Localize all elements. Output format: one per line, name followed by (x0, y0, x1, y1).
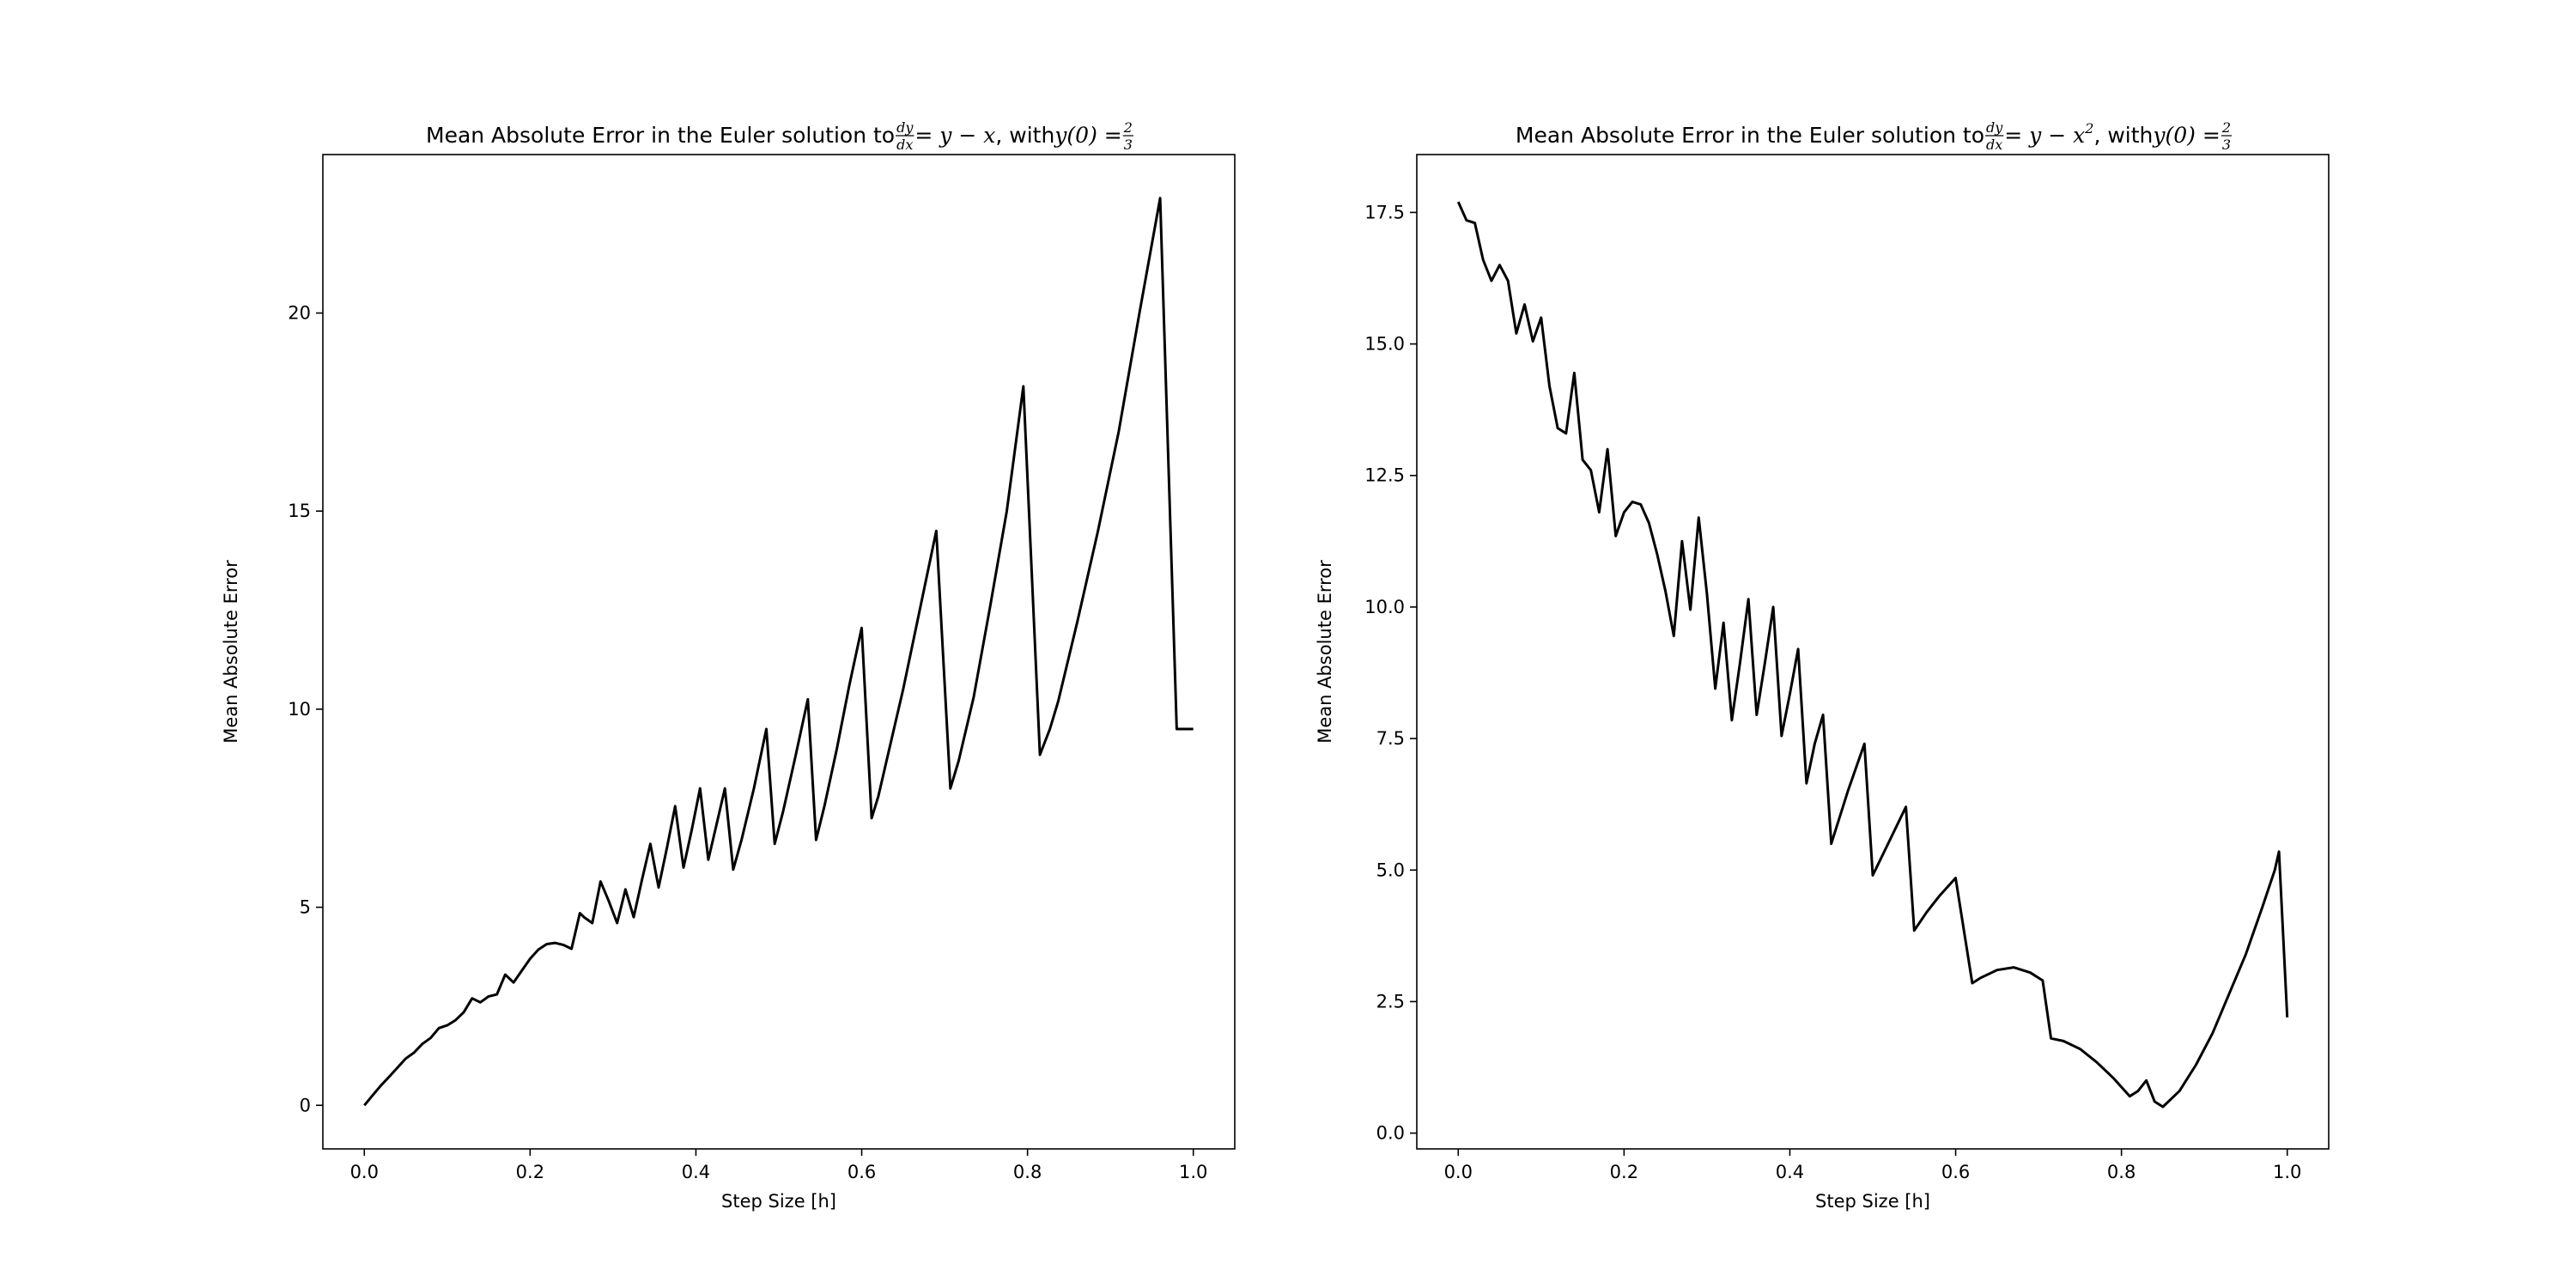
y-tick-label: 5 (300, 897, 311, 918)
title-initial-value: 23 (2221, 119, 2233, 153)
y-tick-label: 15.0 (1364, 334, 1405, 355)
title-initial-value: 23 (1122, 119, 1133, 153)
x-axis-label: Step Size [h] (721, 1191, 836, 1212)
x-tick-label: 0.0 (1444, 1162, 1473, 1182)
y-tick-label: 17.5 (1364, 202, 1405, 222)
title-initial-value-numerator: 2 (1123, 119, 1133, 136)
y-tick-label: 0 (300, 1095, 311, 1115)
series-line-0 (1456, 201, 2289, 1109)
title-initial-value-denominator: 3 (1124, 137, 1133, 153)
title-middle: , with (2093, 123, 2153, 148)
title-derivative-numerator: dy (896, 119, 914, 136)
x-axis-label: Step Size [h] (1815, 1191, 1930, 1212)
plot-frame (1416, 154, 2330, 1150)
title-derivative-numerator: dy (1986, 119, 2003, 136)
x-tick-label: 0.8 (1013, 1162, 1042, 1182)
title-initial-value-denominator: 3 (2222, 137, 2231, 153)
x-tick-label: 0.8 (2107, 1162, 2136, 1182)
title-initial-value-numerator: 2 (2221, 119, 2231, 136)
right-chart: 0.0 0.2 0.4 0.6 0.8 1.0 0.0 2.5 5.0 7.5 10.0 12.5 15… (1315, 119, 2330, 1212)
plot-frame (322, 154, 1236, 1150)
y-tick-label: 0.0 (1376, 1123, 1405, 1144)
chart-title: Mean Absolute Error in the Euler solutio… (1516, 119, 2233, 153)
title-condition: y(0) = (1054, 123, 1121, 148)
y-tick-label: 10 (288, 699, 311, 720)
x-tick-label: 0.0 (350, 1162, 379, 1182)
x-tick-label: 0.4 (1776, 1162, 1804, 1182)
title-equation: = y − x (914, 123, 995, 148)
chart-title: Mean Absolute Error in the Euler solutio… (426, 119, 1133, 153)
title-condition: y(0) = (2152, 123, 2220, 148)
x-tick-label: 0.2 (1610, 1162, 1638, 1182)
x-tick-label: 0.4 (682, 1162, 710, 1182)
y-tick-label: 20 (288, 303, 311, 324)
title-middle: , with (995, 123, 1054, 148)
x-tick-label: 0.6 (1941, 1162, 1970, 1182)
y-tick-label: 2.5 (1376, 991, 1405, 1012)
y-axis-label: Mean Absolute Error (1315, 560, 1335, 744)
title-equation: = y − x (2004, 123, 2085, 148)
title-prefix: Mean Absolute Error in the Euler solutio… (1516, 123, 1984, 148)
y-tick-label: 15 (288, 501, 311, 521)
title-derivative-denominator: dx (896, 137, 913, 153)
x-tick-label: 1.0 (1179, 1162, 1207, 1182)
y-tick-label: 10.0 (1364, 597, 1405, 617)
title-equation-exponent: 2 (2084, 120, 2093, 137)
x-tick-label: 1.0 (2273, 1162, 2301, 1182)
y-tick-label: 5.0 (1376, 860, 1405, 880)
series-line-0 (363, 197, 1194, 1107)
left-chart: 0.0 0.2 0.4 0.6 0.8 1.0 0 5 10 15 20 Step Size [h] M… (221, 119, 1236, 1212)
y-tick-label: 12.5 (1364, 465, 1405, 486)
title-prefix: Mean Absolute Error in the Euler solutio… (426, 123, 895, 148)
y-axis-label: Mean Absolute Error (221, 560, 241, 744)
x-tick-label: 0.6 (848, 1162, 876, 1182)
x-tick-label: 0.2 (516, 1162, 544, 1182)
title-derivative-denominator: dx (1986, 137, 2002, 153)
y-tick-label: 7.5 (1376, 728, 1405, 749)
